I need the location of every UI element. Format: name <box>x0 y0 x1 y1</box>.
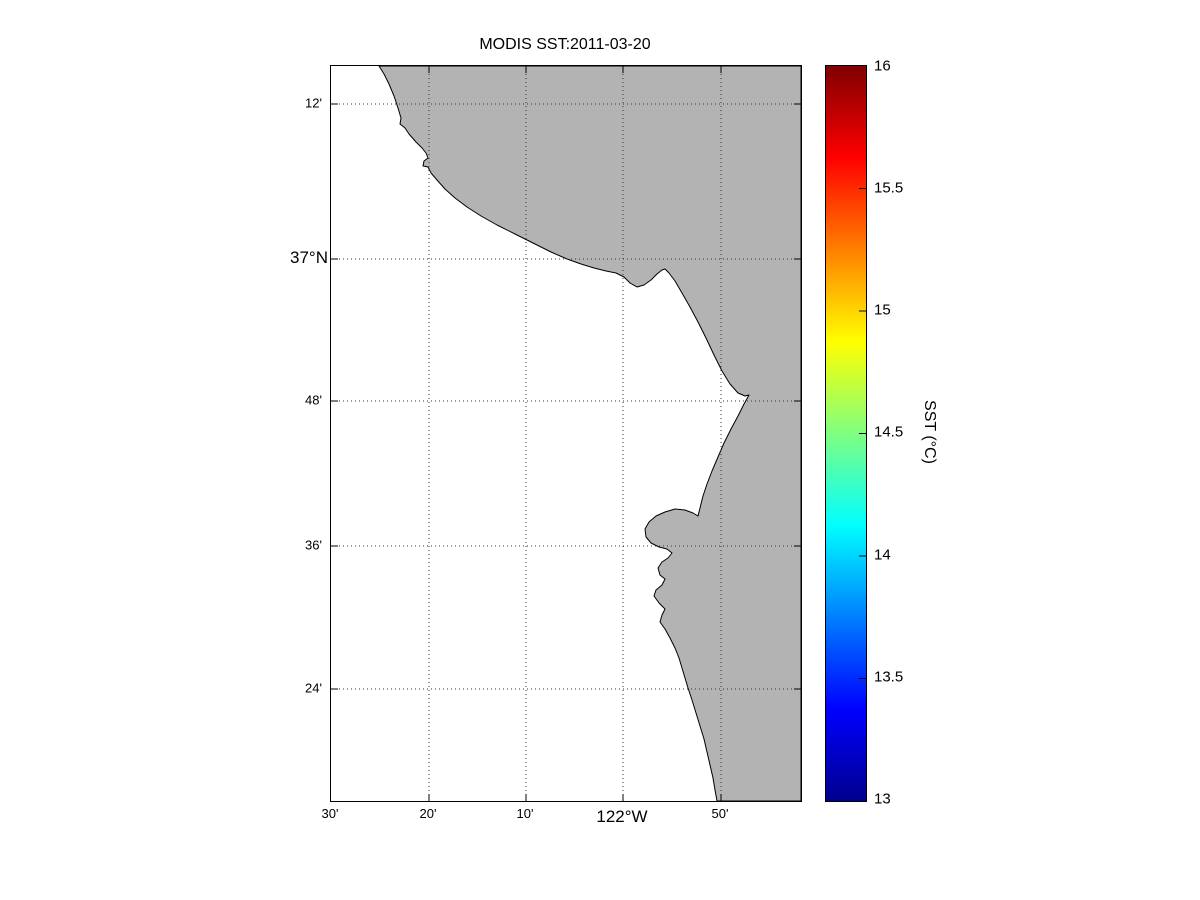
y-tick-label: 24' <box>305 680 322 696</box>
grid-lines <box>331 66 801 801</box>
y-tick-label: 48' <box>305 392 322 408</box>
colorbar-tick-label: 15.5 <box>874 179 904 197</box>
land-polygon <box>378 66 801 801</box>
y-tick-label: 12' <box>305 95 322 111</box>
colorbar-ticks-svg <box>859 188 866 679</box>
x-tick-label: 20' <box>419 806 437 821</box>
colorbar-tick-label: 13 <box>874 790 891 808</box>
axis-tick-marks <box>331 66 801 801</box>
colorbar-tick-label: 15 <box>874 301 891 319</box>
colorbar-tick-label: 14.5 <box>874 423 904 441</box>
plot-title: MODIS SST:2011-03-20 <box>479 36 651 53</box>
x-tick-label: 50' <box>711 806 729 821</box>
colorbar <box>825 65 867 802</box>
colorbar-axis-label: SST (°C) <box>921 400 938 464</box>
y-tick-label: 36' <box>305 537 322 553</box>
x-tick-label: 10' <box>516 806 534 821</box>
x-tick-label-degree: 122°W <box>596 807 648 826</box>
coastline-map-svg <box>331 66 801 801</box>
colorbar-tick-label: 13.5 <box>874 668 904 686</box>
colorbar-tick-label: 16 <box>874 57 891 75</box>
colorbar-tick-label: 14 <box>874 546 891 564</box>
x-tick-label: 30' <box>321 806 339 821</box>
map-plot <box>330 65 802 802</box>
y-tick-label-degree: 37°N <box>290 248 328 267</box>
